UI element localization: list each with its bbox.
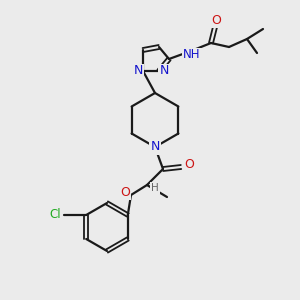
Text: O: O [184,158,194,172]
Text: O: O [211,14,221,26]
Text: N: N [133,64,143,77]
Text: O: O [120,185,130,199]
Text: NH: NH [183,49,201,62]
Text: H: H [151,183,159,193]
Text: Cl: Cl [50,208,61,221]
Text: N: N [159,64,169,77]
Text: N: N [150,140,160,154]
